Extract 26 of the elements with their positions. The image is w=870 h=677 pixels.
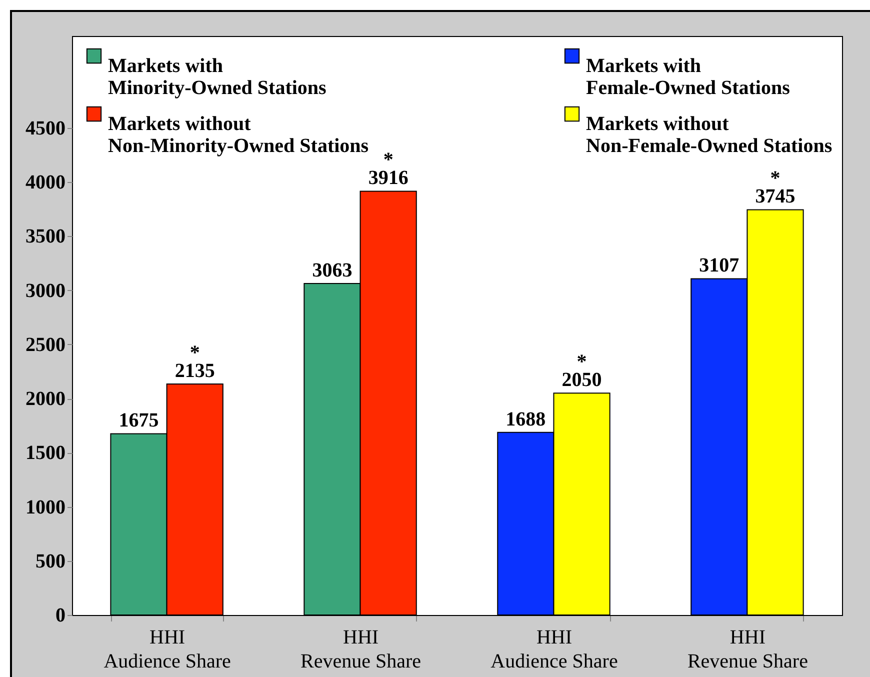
x-tick-label: HHI Revenue Share — [300, 626, 422, 672]
y-tick-label: 4500 — [26, 117, 66, 140]
y-tick-label: 3500 — [26, 226, 66, 248]
data-label: * 2050 — [562, 351, 602, 392]
y-tick-label: 1500 — [26, 442, 66, 464]
y-tick-label: 3000 — [26, 280, 66, 302]
y-tick-label: 4000 — [26, 172, 66, 194]
legend-label: Markets with Female-Owned Stations — [586, 55, 790, 99]
x-tick-label: HHI Audience Share — [490, 626, 618, 672]
y-tick-label: 500 — [36, 550, 66, 572]
data-label: 1675 — [118, 410, 159, 432]
data-label: 1688 — [506, 408, 546, 430]
data-label: * 3916 — [368, 149, 408, 190]
data-label: * 3745 — [755, 168, 796, 208]
data-label: 3063 — [312, 260, 352, 282]
legend-label: Markets with Minority-Owned Stations — [108, 55, 327, 99]
y-tick-label: 1000 — [26, 496, 66, 518]
data-label: 3107 — [699, 254, 740, 277]
x-tick-label: HHI Audience Share — [104, 626, 232, 672]
legend-label: Markets without Non-Minority-Owned Stations — [108, 113, 369, 157]
x-tick-label: HHI Revenue Share — [687, 626, 808, 672]
y-tick-label: 2500 — [26, 334, 66, 356]
y-tick-label: 2000 — [26, 388, 66, 410]
data-label: * 2135 — [174, 342, 215, 382]
y-tick-label: 0 — [56, 604, 66, 626]
legend-label: Markets without Non-Female-Owned Stations — [586, 113, 832, 157]
